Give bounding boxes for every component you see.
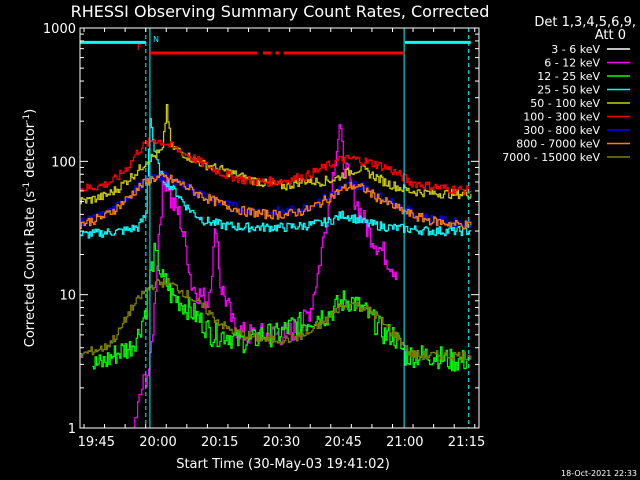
series-line-12-25-kev	[92, 242, 468, 372]
y-tick-label-100: 100	[51, 155, 76, 170]
flag-label-f: F	[137, 43, 142, 52]
legend-entry-label: 50 - 100 keV	[530, 97, 600, 110]
series-line-100-300-kev	[80, 137, 472, 196]
y-tick-label-10: 10	[59, 289, 76, 304]
x-tick-label-2030: 20:30	[263, 435, 300, 450]
legend-entry-label: 25 - 50 keV	[537, 84, 600, 97]
y-tick-label-1: 1	[68, 422, 76, 437]
attenuator-label: Att 0	[595, 28, 626, 43]
x-tick-label-2045: 20:45	[324, 435, 361, 450]
legend-entry-label: 7000 - 15000 keV	[502, 151, 600, 164]
legend-entry-label: 12 - 25 keV	[537, 70, 600, 83]
x-axis: 19:45 20:00 20:15 20:30 20:45 21:00 21:15	[78, 28, 485, 450]
y-tick-label-1000: 1000	[43, 22, 76, 37]
y-axis-label: Corrected Count Rate (s-1 detector-1)	[22, 109, 38, 347]
series-line-800-7000-kev	[80, 173, 472, 230]
legend-entry-label: 300 - 800 keV	[523, 124, 600, 137]
overlay-layer	[80, 28, 471, 428]
series-layer	[80, 104, 472, 428]
legend-entry-label: 800 - 7000 keV	[516, 138, 600, 151]
legend-entry-label: 100 - 300 keV	[523, 111, 600, 124]
legend-entry-label: 3 - 6 keV	[551, 43, 600, 56]
legend-entry-label: 6 - 12 keV	[544, 57, 600, 70]
detectors-label: Det 1,3,4,5,6,9,	[534, 15, 636, 30]
x-tick-label-2100: 21:00	[386, 435, 423, 450]
footer-timestamp: 18-Oct-2021 22:33	[561, 469, 637, 478]
x-tick-label-1945: 19:45	[78, 435, 115, 450]
x-axis-label: Start Time (30-May-03 19:41:02)	[176, 457, 390, 472]
flag-label-n: N	[153, 35, 159, 44]
plot-frame	[79, 27, 480, 429]
series-line-25-50-kev	[80, 118, 472, 239]
y-axis: 1 10 100 1000	[43, 22, 479, 437]
series-line-7000-15000-kev	[80, 277, 472, 361]
x-tick-label-2015: 20:15	[201, 435, 238, 450]
x-tick-label-2000: 20:00	[139, 435, 176, 450]
x-tick-label-2115: 21:15	[448, 435, 485, 450]
chart-title: RHESSI Observing Summary Count Rates, Co…	[71, 2, 490, 21]
